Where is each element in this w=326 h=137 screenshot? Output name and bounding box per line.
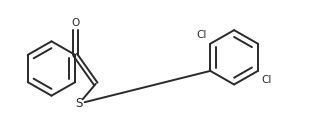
Text: Cl: Cl <box>196 30 206 40</box>
Text: S: S <box>75 97 83 110</box>
Text: O: O <box>71 18 80 28</box>
Text: Cl: Cl <box>262 75 272 85</box>
